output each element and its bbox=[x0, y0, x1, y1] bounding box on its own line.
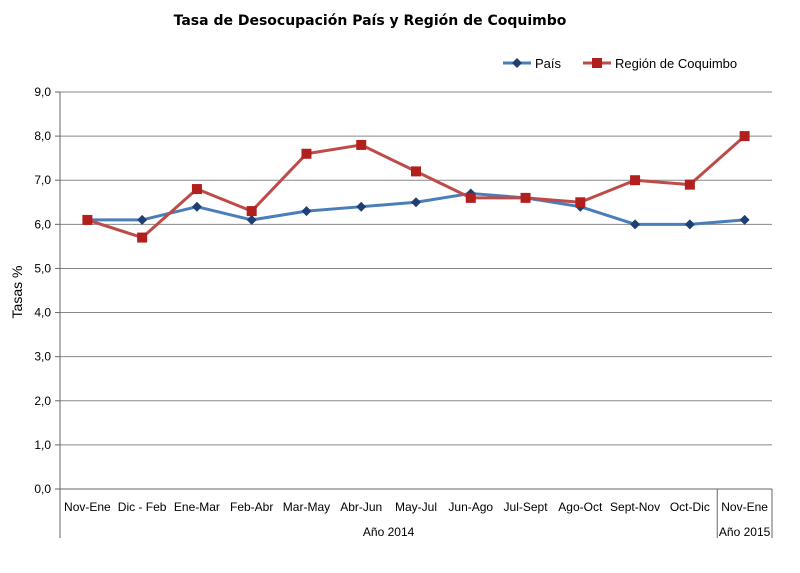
data-point bbox=[191, 184, 202, 195]
x-tick-label: May-Jul bbox=[395, 500, 437, 514]
x-tick-label: Nov-Ene bbox=[64, 500, 111, 514]
x-group-label: Año 2015 bbox=[719, 525, 771, 539]
x-tick-label: Ene-Mar bbox=[174, 500, 220, 514]
y-axis: 0,0 1,0 2,0 3,0 4,0 5,0 6,0 7,0 8,0 9,0 bbox=[34, 85, 61, 496]
y-tick-label: 2,0 bbox=[34, 394, 51, 408]
data-point bbox=[301, 148, 312, 159]
data-point bbox=[739, 214, 750, 225]
series-line-2 bbox=[86, 134, 746, 240]
x-group-label: Año 2014 bbox=[363, 525, 415, 539]
data-point bbox=[356, 139, 367, 150]
data-point bbox=[684, 179, 695, 190]
legend-label: País bbox=[535, 56, 562, 71]
data-point bbox=[630, 219, 641, 230]
y-tick-label: 4,0 bbox=[34, 306, 51, 320]
y-tick-label: 6,0 bbox=[34, 217, 51, 231]
grid bbox=[60, 91, 772, 446]
data-point bbox=[82, 214, 93, 225]
data-point bbox=[246, 206, 257, 217]
x-tick-label: Mar-May bbox=[283, 500, 330, 514]
data-point bbox=[520, 192, 531, 203]
series-layer bbox=[82, 131, 750, 243]
y-tick-label: 8,0 bbox=[34, 129, 51, 143]
legend-label: Región de Coquimbo bbox=[615, 56, 737, 71]
x-tick-label: Ago-Oct bbox=[558, 500, 603, 514]
data-point bbox=[575, 197, 586, 208]
x-tick-label: Sept-Nov bbox=[610, 500, 660, 514]
chart-title: Tasa de Desocupación País y Región de Co… bbox=[174, 13, 567, 29]
data-point bbox=[137, 214, 148, 225]
data-point bbox=[246, 214, 257, 225]
data-point bbox=[301, 206, 312, 217]
x-tick-label: Jul-Sept bbox=[504, 500, 549, 514]
data-point bbox=[465, 192, 476, 203]
y-axis-title: Tasas % bbox=[9, 266, 25, 319]
y-tick-label: 9,0 bbox=[34, 85, 51, 99]
data-point bbox=[411, 197, 421, 208]
y-tick-label: 5,0 bbox=[34, 261, 51, 275]
data-point bbox=[191, 201, 202, 212]
legend-marker bbox=[512, 58, 522, 68]
legend: País Región de Coquimbo bbox=[503, 56, 737, 71]
data-point bbox=[630, 175, 641, 186]
data-point bbox=[411, 166, 421, 177]
x-tick-label: Jun-Ago bbox=[448, 500, 493, 514]
data-point bbox=[356, 201, 367, 212]
x-tick-label: Dic - Feb bbox=[118, 500, 167, 514]
y-tick-label: 1,0 bbox=[34, 438, 51, 452]
data-point bbox=[684, 219, 695, 230]
x-axis: Nov-Ene Dic - Feb Ene-Mar Feb-Abr Mar-May Abr… bbox=[59, 488, 773, 539]
legend-marker bbox=[592, 58, 602, 68]
x-tick-label: Abr-Jun bbox=[340, 500, 382, 514]
y-tick-label: 3,0 bbox=[34, 350, 51, 364]
x-tick-label: Oct-Dic bbox=[670, 500, 710, 514]
data-point bbox=[739, 131, 750, 142]
y-tick-label: 0,0 bbox=[34, 482, 51, 496]
x-tick-label: Nov-Ene bbox=[721, 500, 768, 514]
x-tick-label: Feb-Abr bbox=[230, 500, 273, 514]
y-tick-label: 7,0 bbox=[34, 173, 51, 187]
data-point bbox=[137, 232, 148, 243]
